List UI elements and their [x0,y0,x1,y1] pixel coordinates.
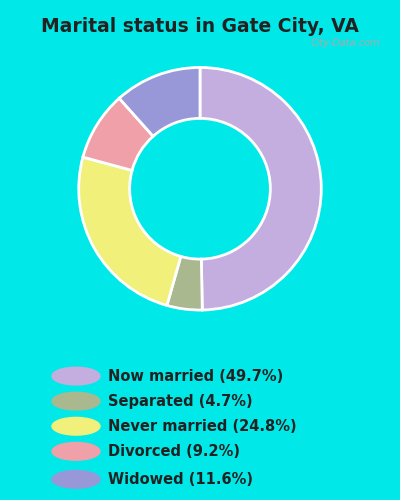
Text: Divorced (9.2%): Divorced (9.2%) [108,444,240,459]
Wedge shape [167,256,202,310]
Circle shape [52,418,100,435]
Circle shape [52,392,100,410]
Text: Marital status in Gate City, VA: Marital status in Gate City, VA [41,18,359,36]
Text: Widowed (11.6%): Widowed (11.6%) [108,472,253,487]
Circle shape [52,367,100,385]
Text: Never married (24.8%): Never married (24.8%) [108,419,297,434]
Circle shape [52,442,100,460]
Wedge shape [200,68,321,310]
Wedge shape [83,98,153,170]
Text: City-Data.com: City-Data.com [311,38,380,48]
Wedge shape [119,68,200,136]
Text: Now married (49.7%): Now married (49.7%) [108,368,283,384]
Wedge shape [79,157,181,306]
Circle shape [52,470,100,488]
Text: Separated (4.7%): Separated (4.7%) [108,394,253,408]
